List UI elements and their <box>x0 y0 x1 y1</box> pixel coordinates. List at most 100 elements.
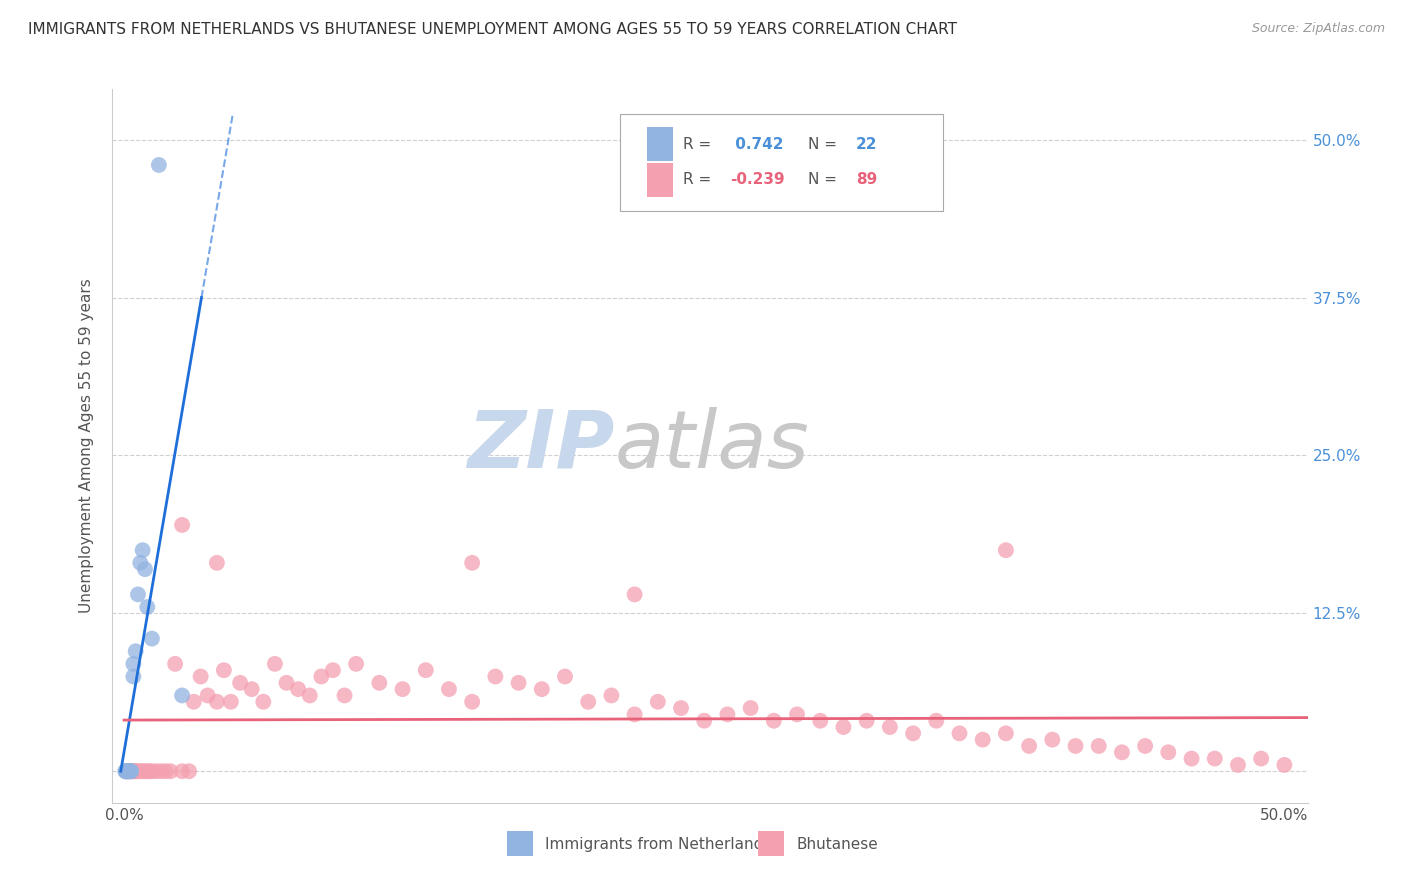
Point <box>141 632 163 646</box>
Point <box>114 764 136 779</box>
Point <box>322 663 344 677</box>
Point <box>197 689 219 703</box>
Point <box>1133 739 1156 753</box>
Point <box>115 764 138 779</box>
Point <box>145 764 167 779</box>
Point <box>125 764 148 779</box>
Point <box>415 663 437 677</box>
Point <box>298 689 321 703</box>
Point <box>172 517 194 532</box>
Point <box>391 682 413 697</box>
Point <box>461 695 484 709</box>
Point <box>141 764 163 779</box>
Point <box>115 764 138 779</box>
Point <box>115 764 138 779</box>
Point <box>484 669 506 683</box>
Point <box>165 657 187 671</box>
Point <box>118 764 141 779</box>
Point <box>1087 739 1109 753</box>
Point <box>205 556 228 570</box>
Point <box>120 764 142 779</box>
Text: R =: R = <box>682 136 716 152</box>
Point <box>134 764 156 779</box>
Point <box>623 707 645 722</box>
Point <box>647 695 669 709</box>
Point <box>120 764 142 779</box>
Point <box>1226 758 1249 772</box>
Point <box>994 543 1017 558</box>
Text: atlas: atlas <box>614 407 810 485</box>
Point <box>808 714 831 728</box>
Point <box>115 764 138 779</box>
Point <box>879 720 901 734</box>
Point <box>972 732 994 747</box>
Point <box>122 669 145 683</box>
Point <box>219 695 242 709</box>
Point <box>1157 745 1180 759</box>
Point <box>1204 751 1226 765</box>
Point <box>117 764 139 779</box>
Text: R =: R = <box>682 172 716 187</box>
Point <box>264 657 287 671</box>
Point <box>125 764 148 779</box>
Text: Bhutanese: Bhutanese <box>796 837 877 852</box>
Point <box>155 764 177 779</box>
Point <box>129 764 152 779</box>
Point <box>1111 745 1133 759</box>
Point <box>120 764 142 779</box>
Point <box>461 556 484 570</box>
Point <box>212 663 235 677</box>
Point <box>150 764 173 779</box>
Point <box>120 764 142 779</box>
Point <box>344 657 367 671</box>
Point <box>554 669 576 683</box>
Point <box>252 695 274 709</box>
Point <box>437 682 460 697</box>
FancyBboxPatch shape <box>647 127 673 161</box>
Text: -0.239: -0.239 <box>730 172 785 187</box>
Point <box>205 695 228 709</box>
Point <box>1180 751 1202 765</box>
Point <box>1018 739 1040 753</box>
Point <box>762 714 785 728</box>
Text: N =: N = <box>808 172 842 187</box>
Text: IMMIGRANTS FROM NETHERLANDS VS BHUTANESE UNEMPLOYMENT AMONG AGES 55 TO 59 YEARS : IMMIGRANTS FROM NETHERLANDS VS BHUTANESE… <box>28 22 957 37</box>
Point <box>925 714 948 728</box>
FancyBboxPatch shape <box>758 831 785 856</box>
Point <box>716 707 738 722</box>
Point <box>508 675 530 690</box>
Point <box>118 764 141 779</box>
Point <box>172 764 194 779</box>
Point <box>333 689 356 703</box>
Point <box>138 764 160 779</box>
FancyBboxPatch shape <box>620 114 943 211</box>
Point <box>131 764 153 779</box>
Point <box>1272 758 1295 772</box>
Point <box>122 764 145 779</box>
Point <box>131 543 153 558</box>
Point <box>127 764 149 779</box>
Text: Source: ZipAtlas.com: Source: ZipAtlas.com <box>1251 22 1385 36</box>
Point <box>600 689 623 703</box>
Point <box>177 764 200 779</box>
Point <box>1040 732 1063 747</box>
Text: 22: 22 <box>856 136 877 152</box>
Point <box>159 764 181 779</box>
Point <box>136 764 159 779</box>
Point <box>115 764 138 779</box>
Point <box>136 600 159 615</box>
Point <box>127 587 149 601</box>
Point <box>129 556 152 570</box>
Point <box>120 764 142 779</box>
Text: 0.742: 0.742 <box>730 136 785 152</box>
Point <box>855 714 877 728</box>
Point <box>229 675 252 690</box>
Point <box>287 682 309 697</box>
Point <box>122 657 145 671</box>
Text: Immigrants from Netherlands: Immigrants from Netherlands <box>546 837 772 852</box>
Point <box>832 720 855 734</box>
Point <box>115 764 138 779</box>
Point <box>786 707 808 722</box>
Point <box>118 764 141 779</box>
Point <box>134 562 156 576</box>
